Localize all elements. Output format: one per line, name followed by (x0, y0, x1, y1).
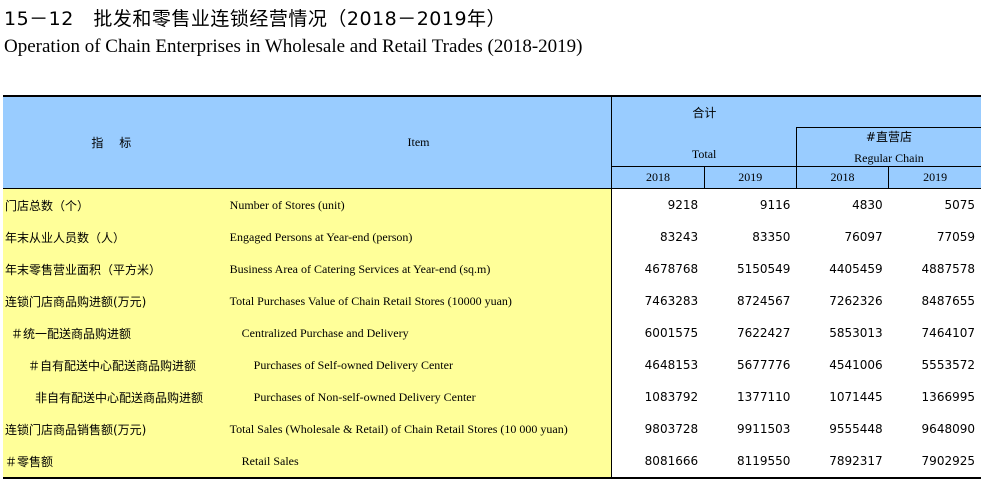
cell-value: 4678768 (644, 262, 699, 276)
cell-value: 5150549 (736, 262, 791, 276)
table-row: ＃统一配送商品购进额 Centralized Purchase and Deli… (3, 317, 981, 349)
row-label-cn: ＃统一配送商品购进额 (3, 317, 226, 349)
header-regular-group: #直营店 Regular Chain (795, 127, 981, 167)
cell-value: 9911503 (736, 422, 791, 436)
header-regular-en: Regular Chain (854, 151, 924, 165)
row-label-cn: 门店总数（个） (3, 188, 226, 221)
table-row: 非自有配送中心配送商品购进额 Purchases of Non-self-own… (3, 381, 981, 413)
header-year-regular-2018: 2018 (795, 166, 889, 189)
cell-value: 8724567 (736, 294, 791, 308)
table-header: 指 标 Item 合计 Total #直营店 Regular Chain 201… (3, 96, 981, 189)
row-label-cn: 非自有配送中心配送商品购进额 (3, 381, 226, 413)
row-label-en: Total Purchases Value of Chain Retail St… (225, 285, 613, 317)
cell-value: 1071445 (829, 390, 883, 404)
cell-value: 4830 (852, 198, 883, 212)
row-label-cn: 年末零售营业面积（平方米） (3, 253, 226, 285)
header-year-regular-2019: 2019 (888, 166, 981, 189)
cell-value: 5853013 (829, 326, 883, 340)
header-total-cn: 合计 (692, 105, 717, 120)
cell-value: 7622427 (736, 326, 791, 340)
table-row: 门店总数（个） Number of Stores (unit) 9218 911… (3, 188, 981, 221)
chain-operation-table: 指 标 Item 合计 Total #直营店 Regular Chain 201… (3, 95, 981, 479)
cell-value: 5075 (944, 198, 975, 212)
header-year-total-2019: 2019 (703, 166, 797, 189)
cell-value: 7463283 (644, 294, 699, 308)
header-regular-cn: #直营店 (865, 130, 912, 144)
cell-value: 4887578 (921, 262, 975, 276)
cell-value: 8119550 (704, 445, 797, 479)
table-row: ＃自有配送中心配送商品购进额 Purchases of Self-owned D… (3, 349, 981, 381)
cell-value: 9218 (667, 198, 699, 212)
row-label-en: Purchases of Non-self-owned Delivery Cen… (225, 381, 613, 413)
cell-value: 9116 (759, 198, 791, 212)
header-year-total-2018: 2018 (611, 166, 705, 189)
cell-value: 4541006 (829, 358, 883, 372)
cell-value: 5553572 (921, 358, 975, 372)
table-row: 年末零售营业面积（平方米） Business Area of Catering … (3, 253, 981, 285)
row-label-en: Engaged Persons at Year-end (person) (225, 221, 613, 253)
header-total-en: Total (611, 127, 797, 167)
cell-value: 1377110 (736, 390, 791, 404)
cell-value: 76097 (844, 230, 883, 244)
cell-value: 1366995 (921, 390, 975, 404)
cell-value: 7262326 (829, 294, 883, 308)
table-row: 连锁门店商品销售额(万元) Total Sales (Wholesale & R… (3, 413, 981, 445)
page-title-en: Operation of Chain Enterprises in Wholes… (4, 36, 583, 57)
row-label-cn: ＃零售额 (3, 445, 226, 479)
cell-value: 7902925 (888, 445, 981, 479)
cell-value: 6001575 (644, 326, 699, 340)
table-row: 连锁门店商品购进额(万元) Total Purchases Value of C… (3, 285, 981, 317)
cell-value: 77059 (936, 230, 975, 244)
cell-value: 1083792 (644, 390, 699, 404)
cell-value: 4648153 (644, 358, 699, 372)
row-label-cn: 年末从业人员数（人） (3, 221, 226, 253)
row-label-en: Retail Sales (225, 445, 613, 479)
row-label-cn: ＃自有配送中心配送商品购进额 (3, 349, 226, 381)
cell-value: 8487655 (921, 294, 975, 308)
row-label-en: Centralized Purchase and Delivery (225, 317, 613, 349)
table-row: ＃零售额 Retail Sales 8081666 8119550 789231… (3, 445, 981, 479)
row-label-en: Business Area of Catering Services at Ye… (225, 253, 613, 285)
row-label-en: Number of Stores (unit) (225, 188, 613, 221)
table-row: 年末从业人员数（人） Engaged Persons at Year-end (… (3, 221, 981, 253)
cell-value: 8081666 (611, 445, 705, 479)
page-title-cn: 15－12 批发和零售业连锁经营情况（2018－2019年） (4, 8, 507, 30)
row-label-cn: 连锁门店商品购进额(万元) (3, 285, 226, 317)
cell-value: 7892317 (796, 445, 889, 479)
cell-value: 9803728 (644, 422, 699, 436)
header-total-group-top: 合计 (611, 96, 981, 128)
header-indicator-cn: 指 标 (3, 96, 226, 189)
row-label-en: Purchases of Self-owned Delivery Center (225, 349, 613, 381)
cell-value: 83350 (752, 230, 791, 244)
cell-value: 5677776 (736, 358, 791, 372)
cell-value: 4405459 (829, 262, 883, 276)
row-label-en: Total Sales (Wholesale & Retail) of Chai… (225, 413, 613, 445)
row-label-cn: 连锁门店商品销售额(万元) (3, 413, 226, 445)
cell-value: 9555448 (829, 422, 883, 436)
cell-value: 7464107 (921, 326, 975, 340)
table-body: 门店总数（个） Number of Stores (unit) 9218 911… (3, 188, 981, 479)
cell-value: 83243 (659, 230, 699, 244)
cell-value: 9648090 (921, 422, 975, 436)
header-item-en: Item (225, 96, 612, 189)
